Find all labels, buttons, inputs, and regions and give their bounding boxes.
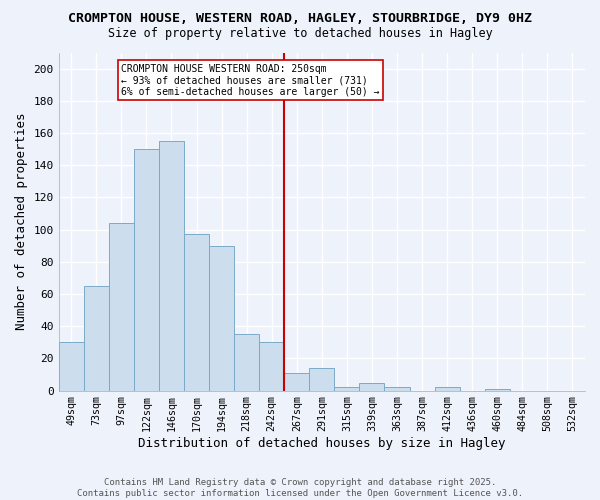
Bar	[284, 373, 310, 390]
Bar	[109, 223, 134, 390]
Text: Contains HM Land Registry data © Crown copyright and database right 2025.
Contai: Contains HM Land Registry data © Crown c…	[77, 478, 523, 498]
Bar	[259, 342, 284, 390]
Bar	[334, 388, 359, 390]
Bar	[209, 246, 234, 390]
Text: Size of property relative to detached houses in Hagley: Size of property relative to detached ho…	[107, 28, 493, 40]
Bar	[184, 234, 209, 390]
Text: CROMPTON HOUSE WESTERN ROAD: 250sqm
← 93% of detached houses are smaller (731)
6: CROMPTON HOUSE WESTERN ROAD: 250sqm ← 93…	[121, 64, 380, 97]
Bar	[134, 149, 159, 390]
Bar	[159, 141, 184, 390]
Text: CROMPTON HOUSE, WESTERN ROAD, HAGLEY, STOURBRIDGE, DY9 0HZ: CROMPTON HOUSE, WESTERN ROAD, HAGLEY, ST…	[68, 12, 532, 26]
Bar	[485, 389, 510, 390]
Bar	[84, 286, 109, 391]
Bar	[59, 342, 84, 390]
X-axis label: Distribution of detached houses by size in Hagley: Distribution of detached houses by size …	[138, 437, 506, 450]
Y-axis label: Number of detached properties: Number of detached properties	[15, 113, 28, 330]
Bar	[385, 388, 410, 390]
Bar	[310, 368, 334, 390]
Bar	[359, 382, 385, 390]
Bar	[234, 334, 259, 390]
Bar	[434, 388, 460, 390]
